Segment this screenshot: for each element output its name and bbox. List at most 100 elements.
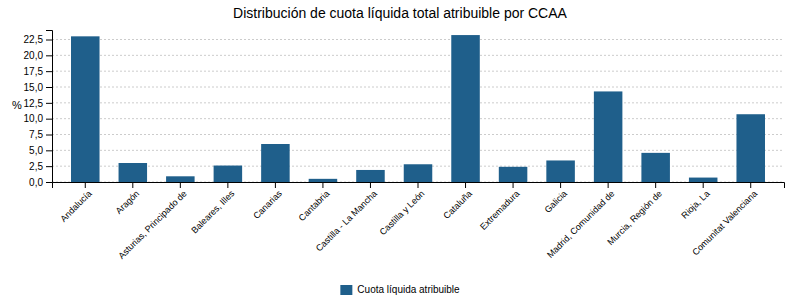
x-tick-label: Cataluña — [441, 188, 474, 221]
y-tick-mark — [46, 87, 52, 88]
bar — [119, 163, 148, 182]
x-tick-label: Comunitat Valenciana — [690, 188, 759, 257]
x-tick: Cantabria — [297, 182, 332, 223]
x-axis: Andalucía AragónAsturias, Principado deBa… — [53, 182, 785, 261]
y-tick-label: 10,0 — [24, 113, 44, 124]
title: Distribución de cuota líquida total atri… — [233, 5, 568, 21]
x-tick-label: Extremadura — [478, 188, 522, 232]
x-tick: Murcia, Región de — [605, 182, 664, 247]
x-tick-mark — [513, 182, 514, 188]
y-tick-label: 17,5 — [24, 66, 44, 77]
grid-line — [52, 150, 784, 151]
y-tick-mark — [46, 135, 52, 136]
x-tick-mark — [85, 182, 86, 188]
y-tick-mark — [46, 55, 52, 56]
x-tick: Castilla - La Mancha — [314, 182, 379, 254]
y-tick: 7,5 — [29, 129, 52, 140]
x-tick-label: Galicia — [542, 188, 569, 215]
x-tick: Castilla y León — [378, 182, 427, 237]
y-axis: 0,0 2,5 5,0 7,5 10,0 12,5 15,0 17,5 20,0 22,5 — [24, 31, 53, 188]
y-tick-mark — [46, 166, 52, 167]
bar — [356, 170, 385, 182]
y-tick-label: 22,5 — [24, 34, 44, 45]
x-tick-mark — [132, 182, 133, 188]
y-tick-mark — [46, 71, 52, 72]
x-tick-label: Canarias — [251, 188, 284, 221]
x-tick-mark — [750, 182, 751, 188]
x-tick-label: Madrid, Comunidad de — [545, 188, 616, 259]
x-tick: Galicia — [542, 182, 569, 215]
plot: 0,0 2,5 5,0 7,5 10,0 12,5 15,0 17,5 20,0 22,5 Anda… — [24, 31, 785, 261]
bar — [641, 153, 670, 182]
y-tick-mark — [46, 150, 52, 151]
y-tick: 12,5 — [24, 98, 52, 109]
y-tick: 22,5 — [24, 34, 52, 45]
grid-line — [52, 87, 784, 88]
y-tick-label: 7,5 — [29, 129, 43, 140]
y-tick-label: 15,0 — [24, 82, 44, 93]
x-tick-mark — [608, 182, 609, 188]
x-tick-mark — [655, 182, 656, 188]
y-tick-label: 2,5 — [29, 161, 43, 172]
x-tick-label: Rioja, La — [679, 188, 711, 220]
y-tick: 10,0 — [24, 113, 52, 124]
y-tick-label: 0,0 — [29, 177, 43, 188]
x-tick-mark — [465, 182, 466, 188]
grid-line — [52, 134, 784, 135]
x-tick-mark — [418, 182, 419, 188]
x-tick: Comunitat Valenciana — [690, 182, 759, 257]
x-tick-label: Murcia, Región de — [605, 188, 664, 247]
grid — [52, 40, 784, 183]
bar — [404, 164, 433, 182]
y-tick-label: 12,5 — [24, 98, 44, 109]
x-tick-label: Asturias, Principado de — [116, 188, 189, 261]
x-tick: Cataluña — [441, 182, 474, 221]
x-tick-label: Castilla y León — [378, 188, 427, 237]
grid-line — [52, 55, 784, 56]
x-tick-label: Castilla - La Mancha — [314, 188, 379, 253]
x-tick-label: Cantabria — [297, 188, 332, 223]
x-tick-label: Aragón — [114, 188, 142, 216]
x-tick: Andalucía — [58, 182, 93, 224]
y-tick-mark — [46, 182, 52, 183]
y-tick: 2,5 — [29, 161, 52, 172]
x-axis-line — [53, 183, 785, 189]
legend: Cuota líquida atribuible — [340, 284, 460, 295]
legend-item: Cuota líquida atribuible — [340, 284, 460, 295]
x-tick-mark — [322, 182, 323, 188]
y-axis-line — [46, 31, 53, 183]
x-tick: Canarias — [251, 182, 284, 221]
legend-label: Cuota líquida atribuible — [357, 284, 460, 295]
y-tick-mark — [46, 40, 52, 41]
bar — [309, 179, 338, 182]
grid-line — [52, 102, 784, 103]
x-tick: Aragón — [114, 182, 142, 216]
x-tick: Rioja, La — [679, 182, 711, 221]
y-tick-label: 5,0 — [29, 145, 43, 156]
bar — [451, 35, 480, 182]
bar — [594, 91, 623, 182]
x-tick: Asturias, Principado de — [116, 182, 189, 261]
x-tick-label: Baleares, Illes — [189, 188, 236, 235]
x-tick: Baleares, Illes — [189, 182, 236, 235]
x-tick-mark — [703, 182, 704, 188]
bar — [689, 178, 718, 182]
x-tick-mark — [227, 182, 228, 188]
bar — [546, 160, 575, 182]
y-tick-mark — [46, 103, 52, 104]
grid-line — [52, 118, 784, 119]
y-tick: 0,0 — [29, 177, 52, 188]
grid-line — [52, 39, 784, 40]
chart: Distribución de cuota líquida total atri… — [0, 0, 800, 300]
x-tick-mark — [560, 182, 561, 188]
y-tick: 5,0 — [29, 145, 52, 156]
x-tick-mark — [275, 182, 276, 188]
bars — [71, 35, 765, 182]
y-axis-title: % — [12, 99, 22, 111]
y-tick-label: 20,0 — [24, 50, 44, 61]
legend-swatch — [340, 285, 352, 295]
y-tick: 17,5 — [24, 66, 52, 77]
x-tick: Extremadura — [478, 182, 522, 232]
bar — [166, 176, 195, 182]
x-tick-label: Andalucía — [58, 188, 93, 223]
